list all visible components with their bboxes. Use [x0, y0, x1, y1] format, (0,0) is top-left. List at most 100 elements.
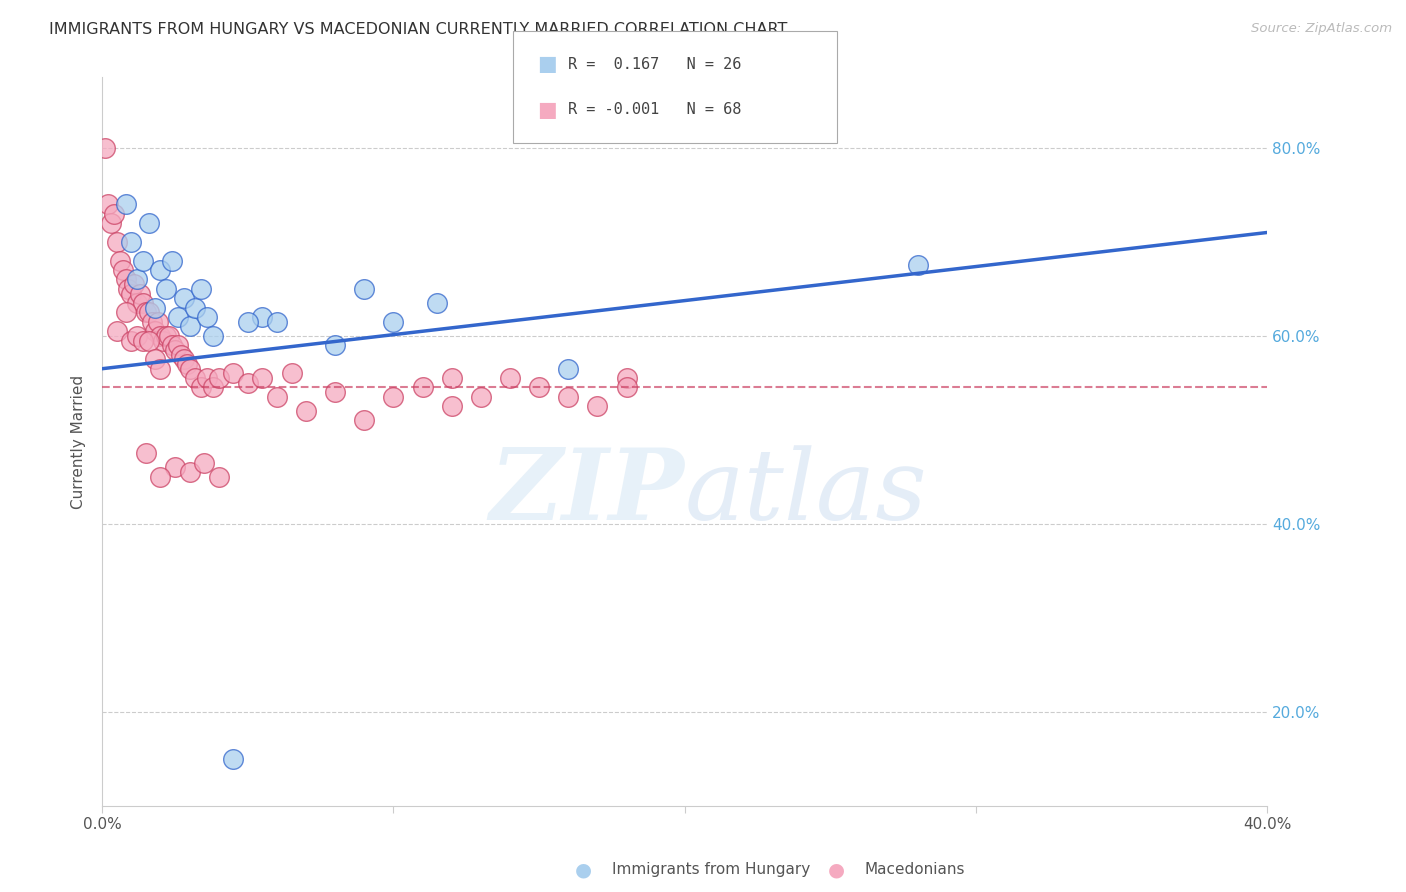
Point: [163, 343, 186, 357]
Point: [252, 310, 274, 324]
Text: Macedonians: Macedonians: [865, 863, 965, 877]
Point: [117, 282, 139, 296]
Point: [412, 380, 434, 394]
Point: [155, 328, 177, 343]
Point: [167, 310, 190, 324]
Point: [155, 282, 177, 296]
Point: [97, 197, 120, 211]
Text: ●: ●: [828, 860, 845, 880]
Point: [143, 301, 166, 315]
Point: [280, 367, 302, 381]
Point: [426, 296, 449, 310]
Point: [122, 277, 145, 292]
Point: [208, 371, 231, 385]
Point: [190, 380, 212, 394]
Point: [149, 328, 172, 343]
Point: [179, 361, 201, 376]
Point: [114, 305, 136, 319]
Point: [470, 390, 492, 404]
Text: atlas: atlas: [685, 445, 928, 541]
Point: [135, 446, 157, 460]
Point: [176, 357, 198, 371]
Point: [170, 348, 193, 362]
Point: [149, 263, 172, 277]
Point: [179, 319, 201, 334]
Point: [201, 380, 224, 394]
Y-axis label: Currently Married: Currently Married: [72, 375, 86, 508]
Point: [557, 361, 579, 376]
Point: [105, 324, 128, 338]
Text: ■: ■: [537, 100, 557, 120]
Point: [138, 216, 160, 230]
Point: [222, 367, 245, 381]
Point: [127, 296, 149, 310]
Point: [179, 465, 201, 479]
Point: [141, 315, 163, 329]
Point: [195, 310, 218, 324]
Point: [114, 197, 136, 211]
Point: [266, 315, 288, 329]
Point: [167, 338, 190, 352]
Point: [138, 305, 160, 319]
Point: [160, 338, 183, 352]
Point: [132, 253, 155, 268]
Point: [152, 334, 174, 348]
Text: ZIP: ZIP: [489, 444, 685, 541]
Point: [616, 371, 638, 385]
Point: [499, 371, 522, 385]
Point: [105, 235, 128, 249]
Point: [208, 469, 231, 483]
Point: [135, 305, 157, 319]
Point: [143, 324, 166, 338]
Point: [195, 371, 218, 385]
Point: [616, 380, 638, 394]
Point: [111, 263, 134, 277]
Point: [120, 334, 142, 348]
Point: [143, 352, 166, 367]
Text: ●: ●: [575, 860, 592, 880]
Point: [557, 390, 579, 404]
Point: [266, 390, 288, 404]
Point: [127, 272, 149, 286]
Point: [100, 216, 122, 230]
Text: IMMIGRANTS FROM HUNGARY VS MACEDONIAN CURRENTLY MARRIED CORRELATION CHART: IMMIGRANTS FROM HUNGARY VS MACEDONIAN CU…: [49, 22, 787, 37]
Point: [114, 272, 136, 286]
Point: [323, 338, 346, 352]
Point: [132, 334, 155, 348]
Text: ■: ■: [537, 54, 557, 74]
Point: [907, 258, 929, 272]
Point: [222, 751, 245, 765]
Text: R =  0.167   N = 26: R = 0.167 N = 26: [568, 57, 741, 72]
Point: [382, 390, 405, 404]
Point: [295, 404, 318, 418]
Point: [382, 315, 405, 329]
Point: [184, 301, 207, 315]
Point: [236, 315, 259, 329]
Point: [173, 291, 195, 305]
Point: [103, 207, 125, 221]
Point: [157, 328, 180, 343]
Point: [353, 282, 375, 296]
Point: [94, 141, 117, 155]
Text: Source: ZipAtlas.com: Source: ZipAtlas.com: [1251, 22, 1392, 36]
Point: [323, 385, 346, 400]
Point: [190, 282, 212, 296]
Point: [440, 399, 463, 413]
Point: [193, 456, 215, 470]
Point: [146, 315, 169, 329]
Point: [173, 352, 195, 367]
Point: [160, 253, 183, 268]
Point: [353, 413, 375, 427]
Point: [586, 399, 609, 413]
Text: R = -0.001   N = 68: R = -0.001 N = 68: [568, 102, 741, 117]
Point: [149, 361, 172, 376]
Point: [236, 376, 259, 390]
Point: [184, 371, 207, 385]
Point: [129, 286, 152, 301]
Point: [108, 253, 131, 268]
Point: [149, 469, 172, 483]
Point: [138, 334, 160, 348]
Point: [440, 371, 463, 385]
Point: [127, 328, 149, 343]
Point: [252, 371, 274, 385]
